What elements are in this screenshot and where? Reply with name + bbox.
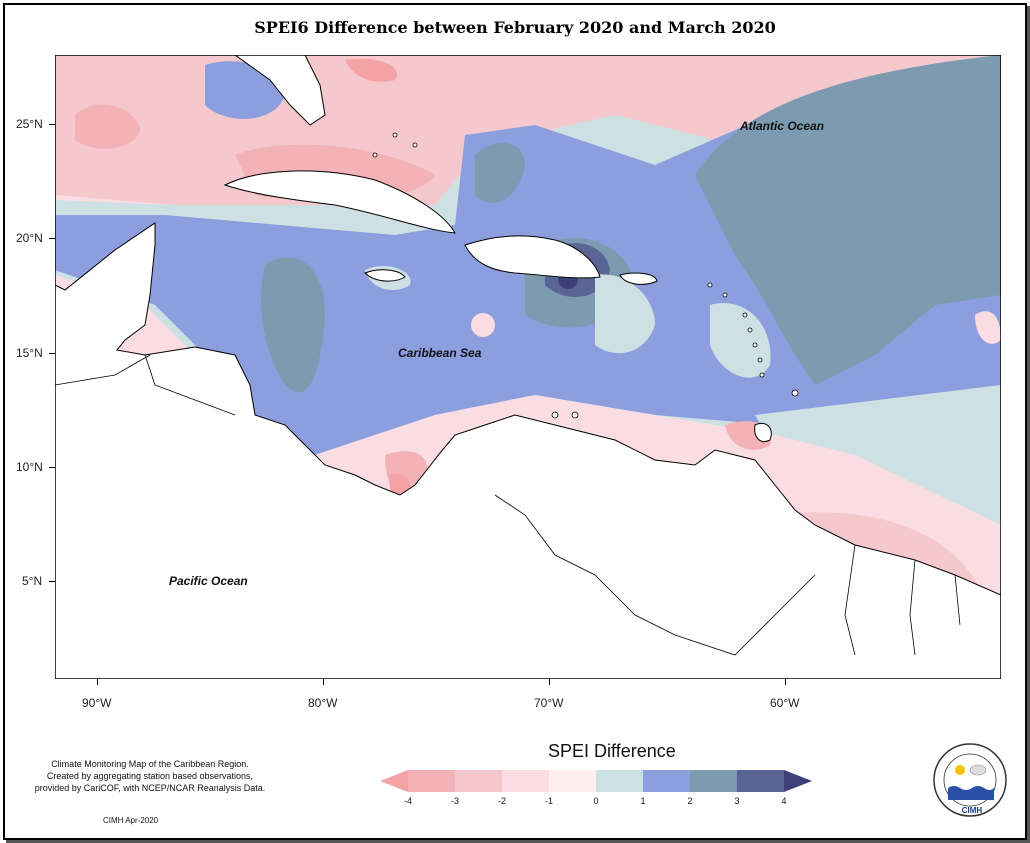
field-pink-nw xyxy=(75,104,140,149)
legend-tick-label: 0 xyxy=(593,796,599,806)
lat-tick-label: 5°N xyxy=(22,574,43,588)
cimh-logo xyxy=(933,743,1007,817)
land-puerto-rico xyxy=(619,272,658,285)
legend-tick-label: 1 xyxy=(640,796,646,806)
note-line: Created by aggregating station based obs… xyxy=(46,771,254,781)
lat-tick-mark xyxy=(49,581,55,582)
land-florida xyxy=(234,55,326,126)
lat-tick-mark xyxy=(49,353,55,354)
island xyxy=(752,342,758,348)
legend-segment xyxy=(380,770,408,792)
legend-tick-label: -4 xyxy=(403,796,412,806)
field-greyblue-small xyxy=(804,337,826,365)
island xyxy=(551,411,559,419)
border-venezuela xyxy=(494,494,816,656)
land-hispaniola xyxy=(464,235,601,279)
border-central-america xyxy=(144,354,236,416)
field-greyblue-west xyxy=(261,257,325,393)
border-guiana xyxy=(954,574,961,626)
lat-tick-label: 25°N xyxy=(16,117,43,131)
field-greyblue-ne xyxy=(475,142,525,204)
island xyxy=(571,411,579,419)
field-lesser-antilles-light xyxy=(710,303,771,378)
border-guyana xyxy=(844,544,856,656)
island xyxy=(707,282,713,288)
lat-tick-label: 10°N xyxy=(16,460,43,474)
legend-segment xyxy=(455,770,502,792)
legend-colorbar xyxy=(380,770,812,792)
lat-tick-label: 15°N xyxy=(16,346,43,360)
field-pink-n xyxy=(345,58,397,82)
land-group xyxy=(55,55,1001,679)
island xyxy=(747,327,753,333)
logo-label: CIMH xyxy=(961,806,983,815)
field-pink-spot xyxy=(471,313,495,337)
wave-icon xyxy=(948,786,994,800)
borders-group xyxy=(55,354,961,656)
label-caribbean-sea: Caribbean Sea xyxy=(398,346,482,360)
lat-tick-label: 20°N xyxy=(16,231,43,245)
lon-tick-mark xyxy=(97,679,98,685)
lat-tick-mark xyxy=(49,124,55,125)
lat-tick-mark xyxy=(49,238,55,239)
label-pacific-ocean: Pacific Ocean xyxy=(169,574,248,588)
island xyxy=(759,372,765,378)
islands-group xyxy=(372,132,799,419)
legend-title: SPEI Difference xyxy=(548,741,676,761)
legend-segment xyxy=(408,770,455,792)
legend-tick-label: 4 xyxy=(781,796,787,806)
island xyxy=(392,132,398,138)
map-panel: Atlantic Ocean Caribbean Sea Pacific Oce… xyxy=(55,55,1001,679)
note-line: Climate Monitoring Map of the Caribbean … xyxy=(51,759,249,769)
legend-segment xyxy=(737,770,784,792)
legend-segment xyxy=(784,770,812,792)
island xyxy=(412,142,418,148)
field-pr-light xyxy=(595,274,655,354)
field-greyblue-east xyxy=(695,55,1001,385)
lon-tick-mark xyxy=(785,679,786,685)
legend-segment xyxy=(643,770,690,792)
lat-tick-mark xyxy=(49,467,55,468)
island xyxy=(722,292,728,298)
land-jamaica xyxy=(364,269,406,282)
legend-segment xyxy=(549,770,596,792)
map-title: SPEI6 Difference between February 2020 a… xyxy=(254,18,776,37)
field-pink-east xyxy=(975,311,1001,344)
island xyxy=(372,152,378,158)
lon-tick-mark xyxy=(549,679,550,685)
lon-tick-label: 60°W xyxy=(770,696,800,710)
legend-tick-label: 2 xyxy=(687,796,693,806)
legend-tick-label: -2 xyxy=(497,796,506,806)
sun-icon xyxy=(955,765,965,775)
land-trinidad xyxy=(754,422,772,442)
source-note: Climate Monitoring Map of the Caribbean … xyxy=(20,758,280,794)
island xyxy=(757,357,763,363)
legend-segment xyxy=(502,770,549,792)
legend-tick-label: 3 xyxy=(734,796,740,806)
spei-map: Atlantic Ocean Caribbean Sea Pacific Oce… xyxy=(55,55,1001,679)
lon-tick-label: 90°W xyxy=(82,696,112,710)
land-mainland xyxy=(55,222,1001,679)
cloud-icon xyxy=(969,764,987,776)
lon-tick-mark xyxy=(323,679,324,685)
legend-tick-label: -3 xyxy=(450,796,459,806)
island xyxy=(742,312,748,318)
island xyxy=(791,389,799,397)
legend-tick-label: -1 xyxy=(544,796,553,806)
legend-segment xyxy=(596,770,643,792)
label-atlantic-ocean: Atlantic Ocean xyxy=(739,119,824,133)
border-mexico xyxy=(55,354,151,386)
note-line: provided by CariCOF, with NCEP/NCAR Rean… xyxy=(34,783,266,793)
legend-segment xyxy=(690,770,737,792)
land-cuba xyxy=(223,170,456,234)
credit-text: CIMH Apr-2020 xyxy=(103,816,159,825)
border-suriname xyxy=(909,559,916,656)
lon-tick-label: 70°W xyxy=(534,696,564,710)
lon-tick-label: 80°W xyxy=(308,696,338,710)
